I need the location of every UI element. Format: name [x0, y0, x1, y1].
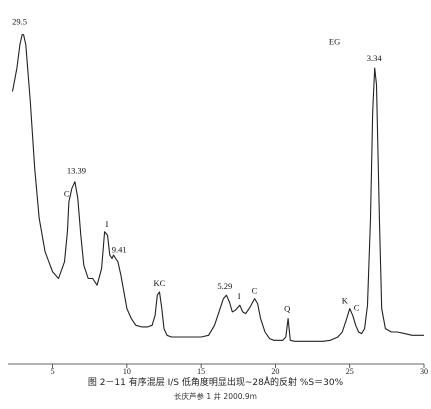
peak-label: EG — [329, 37, 340, 47]
peak-label: C — [354, 302, 360, 312]
peak-label: 29.5 — [12, 17, 27, 27]
peak-label: C — [64, 189, 70, 199]
x-axis-ticks: 5 10 15 20 25 30 — [51, 364, 428, 376]
peak-label: I — [106, 219, 109, 229]
peak-label: C — [252, 286, 258, 296]
peak-label: 3.34 — [367, 53, 383, 63]
x-tick-label: 5 — [51, 367, 55, 376]
peak-label: K — [342, 296, 349, 306]
peak-label: I — [238, 291, 241, 301]
peak-label: 9.41 — [112, 245, 127, 255]
peak-label: KC — [154, 278, 166, 288]
x-tick-label: 10 — [123, 367, 131, 376]
peak-label: Q — [284, 304, 290, 314]
x-tick-label: 30 — [420, 367, 428, 376]
peak-label: 13.39 — [67, 166, 86, 176]
peak-label: 5.29 — [217, 281, 232, 291]
figure-subcaption: 长庆芦参 1 井 2000.9m — [174, 392, 257, 401]
x-tick-label: 20 — [271, 367, 279, 376]
x-tick-label: 25 — [346, 367, 354, 376]
x-tick-label: 15 — [197, 367, 205, 376]
figure-caption: 图 2－11 有序混层 I/S 低角度明显出现~28Å的反射 %S＝30% — [87, 378, 344, 388]
xrd-trace — [11, 34, 424, 342]
